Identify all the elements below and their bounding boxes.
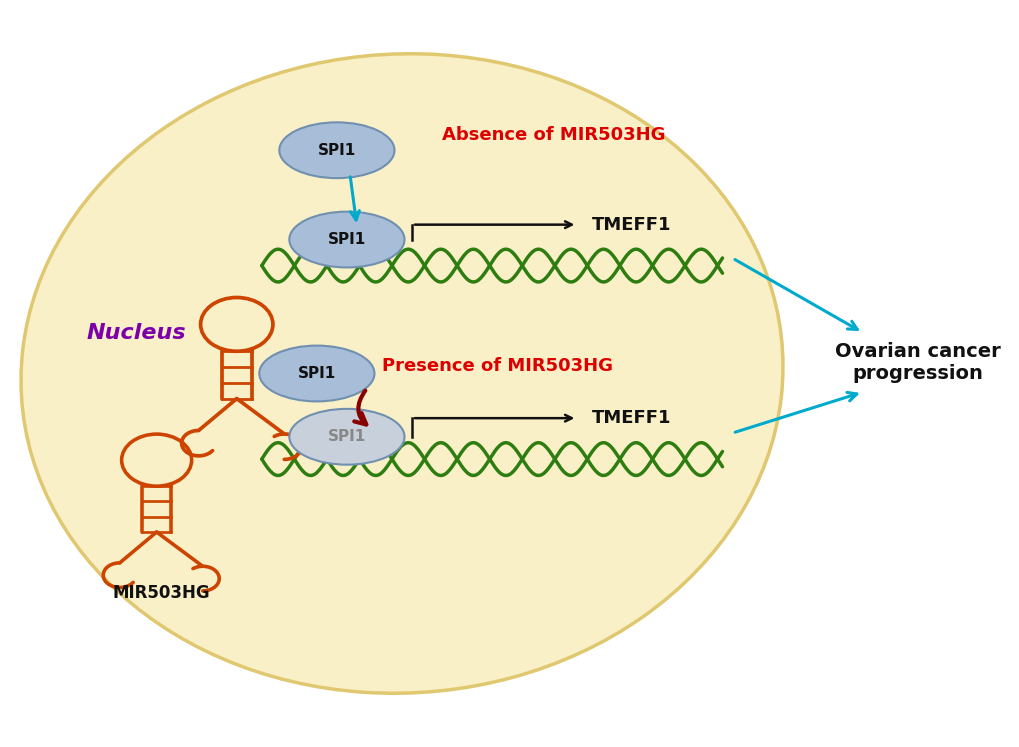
Text: Absence of MIR503HG: Absence of MIR503HG	[441, 126, 665, 144]
Text: TMEFF1: TMEFF1	[592, 216, 672, 234]
Text: Nucleus: Nucleus	[87, 323, 185, 343]
Text: Presence of MIR503HG: Presence of MIR503HG	[381, 357, 612, 375]
Ellipse shape	[289, 409, 405, 465]
Text: SPI1: SPI1	[327, 232, 366, 247]
Ellipse shape	[259, 346, 374, 401]
Text: SPI1: SPI1	[318, 143, 356, 158]
Ellipse shape	[279, 123, 394, 178]
Ellipse shape	[289, 211, 405, 267]
Text: SPI1: SPI1	[298, 366, 335, 381]
Text: MIR503HG: MIR503HG	[113, 584, 210, 602]
Ellipse shape	[21, 54, 783, 693]
Text: TMEFF1: TMEFF1	[592, 409, 672, 427]
Text: SPI1: SPI1	[327, 430, 366, 444]
Text: Ovarian cancer
progression: Ovarian cancer progression	[835, 342, 1000, 382]
